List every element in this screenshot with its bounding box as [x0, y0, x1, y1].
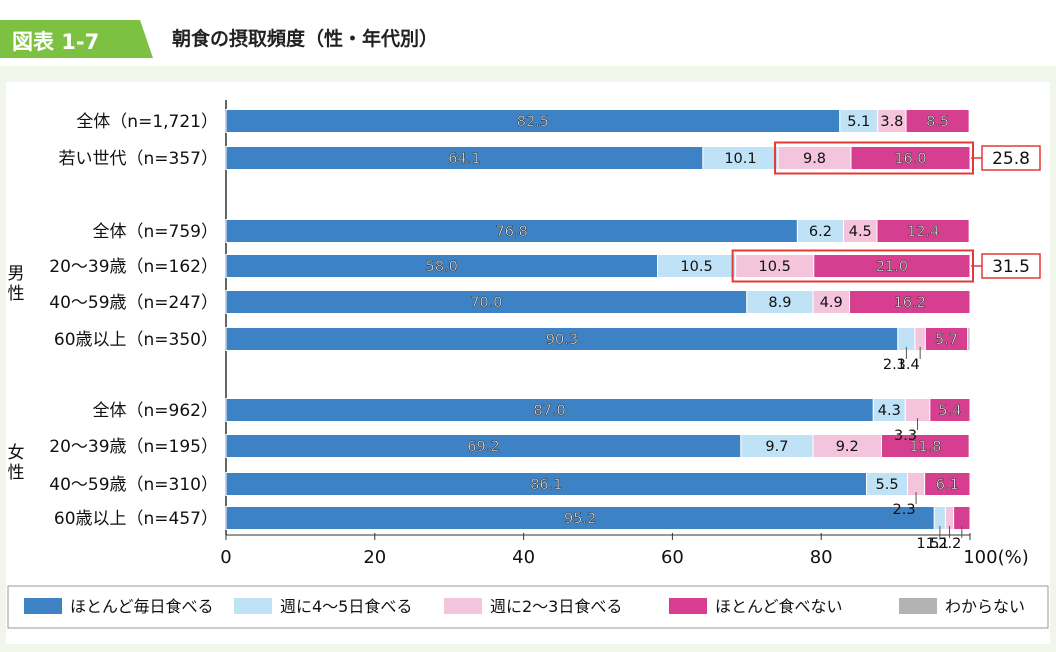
legend-swatch — [24, 598, 62, 614]
value-label: 16.0 — [894, 151, 926, 167]
legend-label: ほとんど毎日食べる — [70, 597, 214, 616]
group-label: 性 — [8, 463, 25, 483]
value-label: 5.4 — [938, 403, 961, 419]
value-label: 76.8 — [496, 224, 528, 240]
legend-label: ほとんど食べない — [715, 597, 843, 616]
figure-number-badge: 図表 1-7 — [0, 20, 153, 58]
value-label: 8.9 — [768, 295, 791, 311]
value-label: 3.3 — [894, 428, 917, 444]
value-label: 87.0 — [533, 403, 565, 419]
x-tick-label: 40 — [512, 547, 535, 568]
bar-segment — [924, 472, 971, 496]
legend-label: 週に4～5日食べる — [280, 597, 412, 616]
value-label: 1.5 — [916, 536, 939, 552]
legend-swatch — [899, 598, 937, 614]
x-tick-label: 0 — [220, 547, 231, 568]
annotation-box — [981, 145, 1041, 171]
value-label: 5.7 — [935, 332, 958, 348]
legend-label: 週に2～3日食べる — [490, 597, 622, 616]
value-label: 2.3 — [883, 357, 906, 373]
value-label: 9.2 — [836, 439, 859, 455]
value-label: 3.8 — [880, 114, 903, 130]
value-label: 5.5 — [876, 477, 899, 493]
value-label: 9.8 — [803, 151, 826, 167]
value-label: 12.4 — [907, 224, 939, 240]
value-label: 82.5 — [517, 114, 549, 130]
bar-segment — [967, 327, 971, 351]
category-label: 全体（n=1,721） — [76, 112, 218, 132]
value-label: 9.7 — [765, 439, 788, 455]
value-label: 70.0 — [470, 295, 502, 311]
value-label: 2.2 — [938, 536, 961, 552]
value-label: 4.3 — [878, 403, 901, 419]
x-tick-label: 60 — [661, 547, 684, 568]
bar-segment — [968, 219, 971, 243]
value-label: 16.2 — [894, 295, 926, 311]
category-label: 40～59歳（n=247） — [49, 293, 218, 313]
value-label: 58.0 — [426, 259, 458, 275]
value-label: 4.5 — [849, 224, 872, 240]
value-label: 8.5 — [926, 114, 949, 130]
value-label: 95.2 — [564, 511, 596, 527]
value-label: 6.1 — [936, 477, 959, 493]
category-label: 20～39歳（n=195） — [49, 437, 218, 457]
group-label: 性 — [8, 284, 25, 304]
x-tick-label: 80 — [810, 547, 833, 568]
value-label: 4.9 — [820, 295, 843, 311]
figure-title: 朝食の摂取頻度（性・年代別） — [172, 28, 439, 50]
value-label: 6.2 — [809, 224, 832, 240]
category-label: 全体（n=759） — [93, 222, 218, 242]
x-tick-label: 20 — [363, 547, 386, 568]
figure-header: 図表 1-7 朝食の摂取頻度（性・年代別） — [0, 0, 1056, 66]
group-label: 男 — [8, 264, 25, 284]
category-label: 60歳以上（n=457） — [54, 509, 218, 529]
legend-label: わからない — [945, 597, 1025, 616]
bar-segment — [929, 398, 971, 422]
value-label: 10.1 — [724, 151, 756, 167]
value-label: 86.1 — [530, 477, 562, 493]
category-label: 全体（n=962） — [93, 401, 218, 421]
bar-segment — [848, 290, 971, 314]
figure-number: 図表 1-7 — [12, 30, 100, 54]
category-label: 60歳以上（n=350） — [54, 330, 218, 350]
bar-segment — [850, 146, 971, 170]
category-label: 40～59歳（n=310） — [49, 475, 218, 495]
value-label: 2.3 — [893, 502, 916, 518]
legend-swatch — [444, 598, 482, 614]
annotation-box — [981, 253, 1041, 279]
category-label: 20～39歳（n=162） — [49, 257, 218, 277]
annotation-value: 31.5 — [992, 257, 1030, 277]
bar-segment — [813, 254, 971, 278]
value-label: 10.5 — [759, 259, 791, 275]
bar-segment — [968, 109, 971, 133]
x-tick-label: 100(%) — [963, 547, 1029, 568]
value-label: 64.1 — [448, 151, 480, 167]
annotation-value: 25.8 — [992, 149, 1030, 169]
legend-swatch — [669, 598, 707, 614]
legend-swatch — [234, 598, 272, 614]
value-label: 10.5 — [680, 259, 712, 275]
value-label: 5.1 — [847, 114, 870, 130]
chart-panel — [6, 82, 1050, 644]
value-label: 1.4 — [897, 357, 920, 373]
value-label: 1.1 — [926, 536, 949, 552]
value-label: 90.3 — [546, 332, 578, 348]
legend-frame — [7, 585, 1049, 629]
value-label: 69.2 — [467, 439, 499, 455]
value-label: 11.8 — [909, 439, 941, 455]
value-label: 21.0 — [876, 259, 908, 275]
group-label: 女 — [8, 443, 25, 463]
bar-segment — [968, 434, 971, 458]
category-label: 若い世代（n=357） — [59, 149, 218, 169]
